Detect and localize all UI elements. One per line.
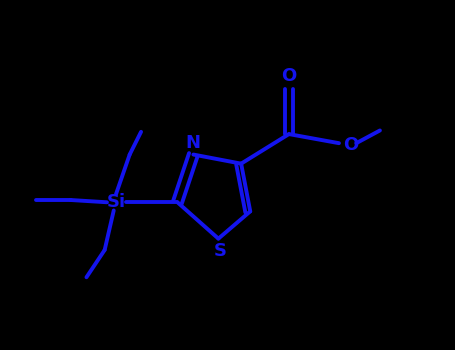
Text: S: S bbox=[214, 242, 227, 260]
Text: N: N bbox=[185, 134, 200, 152]
Text: O: O bbox=[343, 136, 359, 154]
Text: Si: Si bbox=[106, 193, 126, 211]
Text: O: O bbox=[281, 67, 297, 85]
